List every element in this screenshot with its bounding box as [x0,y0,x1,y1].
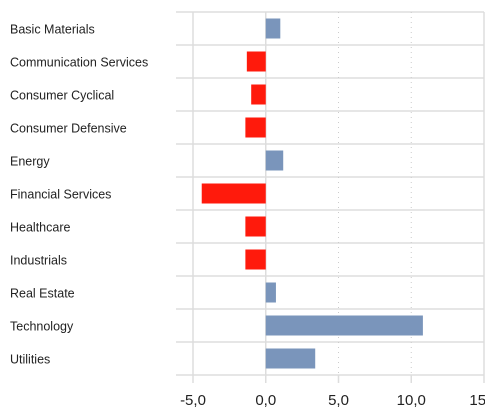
category-label: Energy [10,155,50,169]
bar-communication-services [246,51,266,72]
x-tick-label: -5,0 [180,392,206,409]
category-label: Consumer Cyclical [10,89,114,103]
category-labels: Basic Materials Communication Services Con… [10,23,148,367]
bar-consumer-defensive [245,117,266,138]
category-label: Industrials [10,254,67,268]
bar-healthcare [245,216,266,237]
category-label: Consumer Defensive [10,122,127,136]
bar-real-estate [265,282,276,303]
category-label: Utilities [10,353,50,367]
bar-technology [265,315,423,336]
category-label: Financial Services [10,188,111,202]
category-label: Healthcare [10,221,70,235]
bar-energy [265,150,284,171]
bar-consumer-cyclical [251,84,266,105]
grid-layer [176,11,485,383]
bar-utilities [265,348,316,369]
category-label: Real Estate [10,287,75,301]
category-label: Basic Materials [10,23,95,37]
x-tick-label: 0,0 [255,392,276,409]
x-tick-label: 10,0 [397,392,426,409]
x-tick-label: 5,0 [328,392,349,409]
x-tick-label: 15,0 [469,392,485,409]
bar-basic-materials [265,18,281,39]
bar-industrials [245,249,266,270]
x-tick-labels: -5,0 0,0 5,0 10,0 15,0 [180,392,485,409]
bar-layer [201,18,423,369]
category-label: Technology [10,320,74,334]
category-label: Communication Services [10,56,148,70]
bar-financial-services [201,183,266,204]
